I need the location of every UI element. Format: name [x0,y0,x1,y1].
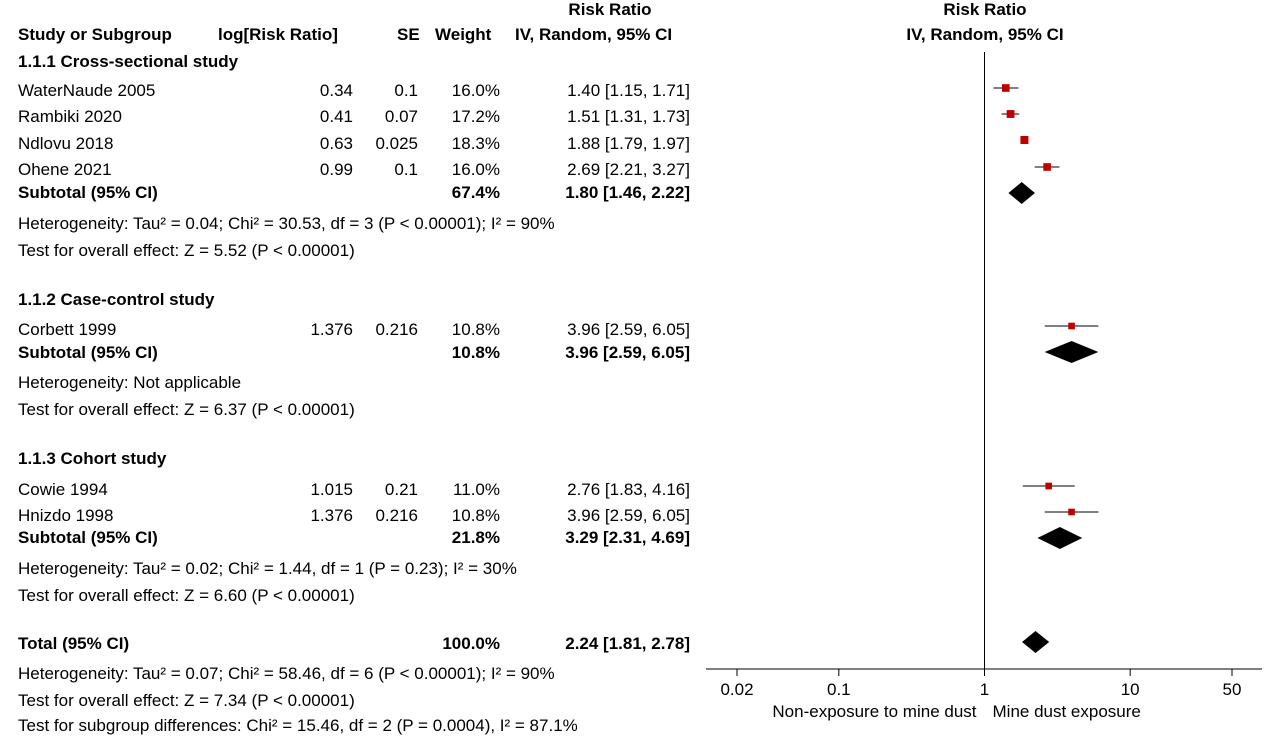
subgroup-differences-text: Test for subgroup differences: Chi² = 15… [18,716,578,735]
pooled-diamond [1037,527,1083,549]
se-value: 0.1 [394,81,418,100]
total-ci: 2.24 [1.81, 2.78] [565,634,690,653]
subtotal-weight: 10.8% [451,343,500,362]
study-name: Cowie 1994 [18,480,108,499]
study-marker [1006,110,1015,118]
se-value: 0.025 [375,134,418,153]
study-name: Corbett 1999 [18,320,117,339]
subtotal-label: Subtotal (95% CI) [18,343,158,362]
log-rr: 1.015 [310,480,353,499]
column-header-plot-ci: IV, Random, 95% CI [906,25,1064,44]
log-rr: 1.376 [310,506,353,525]
study-name: Hnizdo 1998 [18,506,114,525]
se-value: 0.216 [375,506,418,525]
log-rr: 0.41 [319,107,353,126]
x-tick-label: 1 [980,680,989,699]
subtotal-ci: 3.29 [2.31, 4.69] [565,528,690,547]
subtotal-weight: 21.8% [451,528,500,547]
se-value: 0.1 [394,160,418,179]
subtotal-label: Subtotal (95% CI) [18,528,158,547]
study-name: Ndlovu 2018 [18,134,114,153]
group-title: 1.1.3 Cohort study [18,449,167,468]
log-rr: 0.34 [319,81,353,100]
weight-value: 16.0% [451,81,500,100]
weight-value: 18.3% [451,134,500,153]
ci-value: 1.88 [1.79, 1.97] [567,134,690,153]
subtotal-weight: 67.4% [451,183,500,202]
study-name: Ohene 2021 [18,160,112,179]
total-overall-effect-text: Test for overall effect: Z = 7.34 (P < 0… [18,691,355,710]
total-weight: 100.0% [442,634,500,653]
group-title: 1.1.1 Cross-sectional study [18,52,239,71]
favours-right-label: Mine dust exposure [993,702,1141,721]
x-tick-label: 10 [1121,680,1140,699]
heterogeneity-text: Heterogeneity: Tau² = 0.04; Chi² = 30.53… [18,214,555,233]
study-marker [1043,163,1051,171]
column-header-se: SE [397,25,420,44]
weight-value: 17.2% [451,107,500,126]
column-header-study: Study or Subgroup [18,25,172,44]
weight-value: 16.0% [451,160,500,179]
pooled-diamond [1022,631,1050,653]
se-value: 0.07 [384,107,418,126]
study-marker [1068,322,1075,330]
ci-value: 3.96 [2.59, 6.05] [567,320,690,339]
weight-value: 10.8% [451,506,500,525]
log-rr: 1.376 [310,320,353,339]
column-header-weight: Weight [435,25,492,44]
study-name: Rambiki 2020 [18,107,122,126]
study-marker [1001,84,1010,92]
column-header-ci: IV, Random, 95% CI [515,25,673,44]
heterogeneity-text: Heterogeneity: Not applicable [18,373,242,392]
overall-effect-text: Test for overall effect: Z = 6.60 (P < 0… [18,586,355,605]
se-value: 0.216 [375,320,418,339]
subtotal-ci: 1.80 [1.46, 2.22] [565,183,690,202]
study-marker [1068,508,1075,516]
favours-left-label: Non-exposure to mine dust [772,702,976,721]
pooled-diamond [1008,182,1035,204]
column-header-logrr: log[Risk Ratio] [218,25,338,44]
x-tick-label: 0.02 [720,680,753,699]
x-tick-label: 0.1 [827,680,851,699]
risk-ratio-header-left: Risk Ratio [568,0,652,19]
ci-value: 1.51 [1.31, 1.73] [567,107,690,126]
weight-value: 11.0% [453,480,500,499]
risk-ratio-header-right: Risk Ratio [943,0,1027,19]
study-marker [1045,482,1053,490]
overall-effect-text: Test for overall effect: Z = 6.37 (P < 0… [18,400,355,419]
subtotal-label: Subtotal (95% CI) [18,183,158,202]
ci-value: 1.40 [1.15, 1.71] [567,81,690,100]
se-value: 0.21 [384,480,418,499]
ci-value: 3.96 [2.59, 6.05] [567,506,690,525]
log-rr: 0.63 [319,134,353,153]
log-rr: 0.99 [319,160,353,179]
study-marker [1020,136,1029,144]
study-name: WaterNaude 2005 [18,81,156,100]
subtotal-ci: 3.96 [2.59, 6.05] [565,343,690,362]
overall-effect-text: Test for overall effect: Z = 5.52 (P < 0… [18,241,355,260]
heterogeneity-text: Heterogeneity: Tau² = 0.02; Chi² = 1.44,… [18,559,517,578]
pooled-diamond [1044,341,1099,363]
ci-value: 2.76 [1.83, 4.16] [567,480,690,499]
weight-value: 10.8% [451,320,500,339]
total-heterogeneity-text: Heterogeneity: Tau² = 0.07; Chi² = 58.46… [18,664,555,683]
x-tick-label: 50 [1223,680,1242,699]
ci-value: 2.69 [2.21, 3.27] [567,160,690,179]
total-label: Total (95% CI) [18,634,130,653]
group-title: 1.1.2 Case-control study [18,290,215,309]
